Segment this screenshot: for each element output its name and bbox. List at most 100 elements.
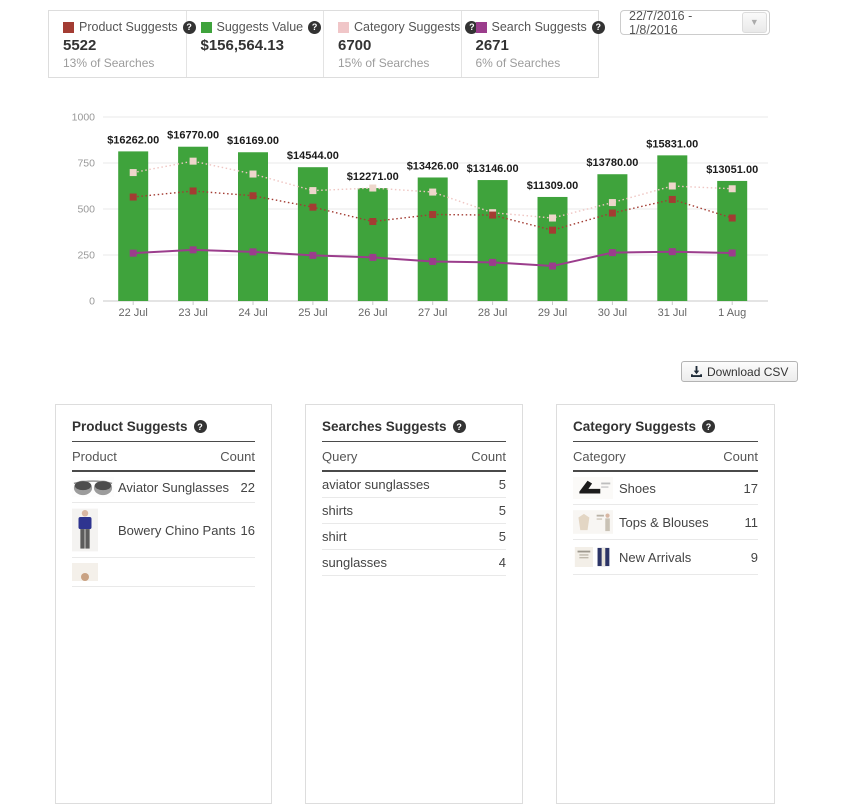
table-row[interactable]: New Arrivals 9 xyxy=(573,540,758,575)
table-row[interactable]: Shoes 17 xyxy=(573,472,758,505)
row-count: 17 xyxy=(743,480,758,496)
x-tick-label: 27 Jul xyxy=(418,307,447,319)
download-csv-button[interactable]: Download CSV xyxy=(681,361,799,382)
chevron-down-icon[interactable]: ▼ xyxy=(741,12,767,33)
date-range-select[interactable]: 22/7/2016 - 1/8/2016 ▼ xyxy=(620,9,770,37)
new-arrivals-image xyxy=(573,545,619,569)
table-row[interactable]: Aviator Sunglasses 22 xyxy=(72,472,255,503)
row-count: 4 xyxy=(498,555,506,570)
row-count: 9 xyxy=(750,549,758,565)
bowery-chino-pants-image xyxy=(72,508,118,552)
bar-29-jul[interactable] xyxy=(537,196,568,301)
point-product-suggests-23-jul[interactable] xyxy=(189,187,197,195)
point-product-suggests-29-jul[interactable] xyxy=(549,226,556,234)
point-product-suggests-1-aug[interactable] xyxy=(728,214,736,222)
point-product-suggests-30-jul[interactable] xyxy=(608,209,616,217)
bar-value-label: $13051.00 xyxy=(706,164,758,176)
help-question-icon[interactable]: ? xyxy=(591,20,605,34)
y-tick-label: 250 xyxy=(77,250,95,262)
point-search-suggests-31-jul[interactable] xyxy=(668,248,676,256)
point-search-suggests-1-aug[interactable] xyxy=(728,249,736,257)
panel-title-text: Product Suggests xyxy=(72,419,188,434)
column-headers: Product Count xyxy=(72,442,255,472)
point-category-suggests-1-aug[interactable] xyxy=(728,185,736,193)
row-count: 11 xyxy=(744,514,759,530)
point-category-suggests-31-jul[interactable] xyxy=(668,182,676,190)
row-label: Aviator Sunglasses xyxy=(118,479,230,495)
table-row[interactable]: Tops & Blouses 11 xyxy=(573,505,758,540)
table-row[interactable] xyxy=(72,558,255,587)
y-tick-label: 750 xyxy=(77,158,95,170)
point-category-suggests-26-jul[interactable] xyxy=(369,184,377,192)
point-search-suggests-26-jul[interactable] xyxy=(369,253,377,261)
help-question-icon[interactable]: ? xyxy=(452,420,466,433)
point-search-suggests-24-jul[interactable] xyxy=(249,248,257,256)
bar-value-label: $11309.00 xyxy=(527,180,578,192)
table-row[interactable]: sunglasses 4 xyxy=(322,550,506,576)
bar-26-jul[interactable] xyxy=(357,188,388,301)
point-product-suggests-28-jul[interactable] xyxy=(489,211,497,219)
point-search-suggests-29-jul[interactable] xyxy=(549,262,556,270)
help-question-icon[interactable]: ? xyxy=(308,20,322,34)
table-row[interactable]: shirts 5 xyxy=(322,498,506,524)
column-header-count: Count xyxy=(471,449,506,464)
bar-31-jul[interactable] xyxy=(657,155,688,301)
help-question-icon[interactable]: ? xyxy=(702,420,716,433)
row-label: New Arrivals xyxy=(619,549,692,565)
x-tick-label: 1 Aug xyxy=(718,307,746,319)
bar-value-label: $13426.00 xyxy=(407,160,459,172)
point-category-suggests-23-jul[interactable] xyxy=(189,157,197,165)
point-category-suggests-30-jul[interactable] xyxy=(608,199,616,207)
panel-title-text: Searches Suggests xyxy=(322,419,447,434)
point-category-suggests-29-jul[interactable] xyxy=(549,214,556,222)
point-category-suggests-24-jul[interactable] xyxy=(249,170,257,178)
point-search-suggests-22-jul[interactable] xyxy=(129,249,137,257)
stat-value: 2671 xyxy=(475,37,509,54)
x-tick-label: 23 Jul xyxy=(178,307,207,319)
tops-blouses-image xyxy=(573,510,619,534)
point-search-suggests-27-jul[interactable] xyxy=(429,257,437,265)
help-question-icon[interactable]: ? xyxy=(465,20,479,34)
point-search-suggests-25-jul[interactable] xyxy=(309,251,317,259)
table-row[interactable]: shirt 5 xyxy=(322,524,506,550)
point-category-suggests-22-jul[interactable] xyxy=(129,169,137,177)
help-question-icon[interactable]: ? xyxy=(182,20,196,34)
column-header-product: Product xyxy=(72,449,117,464)
bar-28-jul[interactable] xyxy=(477,180,508,301)
legend-square-icon xyxy=(338,21,349,33)
point-search-suggests-23-jul[interactable] xyxy=(189,246,197,254)
stat-label: Product Suggests xyxy=(79,20,178,34)
point-category-suggests-25-jul[interactable] xyxy=(309,187,317,195)
stats-legend-panel: Product Suggests? 5522 13% of Searches Sugg… xyxy=(48,10,605,78)
stat-label-row: Product Suggests? xyxy=(63,20,196,34)
table-row[interactable]: Bowery Chino Pants 16 xyxy=(72,503,255,558)
point-search-suggests-30-jul[interactable] xyxy=(608,249,616,257)
legend-square-icon xyxy=(475,21,487,33)
help-question-icon[interactable]: ? xyxy=(193,420,207,433)
point-product-suggests-31-jul[interactable] xyxy=(668,195,676,203)
bar-22-jul[interactable] xyxy=(118,151,149,301)
y-tick-label: 500 xyxy=(77,204,95,216)
bar-1-aug[interactable] xyxy=(717,180,748,301)
point-search-suggests-28-jul[interactable] xyxy=(489,258,497,266)
x-tick-label: 22 Jul xyxy=(119,307,148,319)
point-product-suggests-27-jul[interactable] xyxy=(429,211,437,219)
point-category-suggests-27-jul[interactable] xyxy=(429,188,437,196)
point-product-suggests-25-jul[interactable] xyxy=(309,203,317,211)
bar-30-jul[interactable] xyxy=(597,174,628,301)
stat-sublabel: 6% of Searches xyxy=(475,56,561,70)
point-product-suggests-22-jul[interactable] xyxy=(129,193,137,201)
point-product-suggests-24-jul[interactable] xyxy=(249,192,257,200)
bar-value-label: $12271.00 xyxy=(347,171,399,183)
bar-23-jul[interactable] xyxy=(178,146,209,301)
aviator-sunglasses-image xyxy=(72,477,118,497)
point-product-suggests-26-jul[interactable] xyxy=(369,218,377,226)
stat-label-row: Category Suggests? xyxy=(338,20,479,34)
stat-label: Suggests Value xyxy=(216,20,304,34)
bar-27-jul[interactable] xyxy=(417,177,448,301)
table-row[interactable]: aviator sunglasses 5 xyxy=(322,472,506,498)
stat-label-row: Search Suggests? xyxy=(475,20,605,34)
stat-card-category-suggests: Category Suggests? 6700 15% of Searches xyxy=(324,11,479,77)
shoes-image xyxy=(573,477,619,499)
column-header-category: Category xyxy=(573,449,626,464)
